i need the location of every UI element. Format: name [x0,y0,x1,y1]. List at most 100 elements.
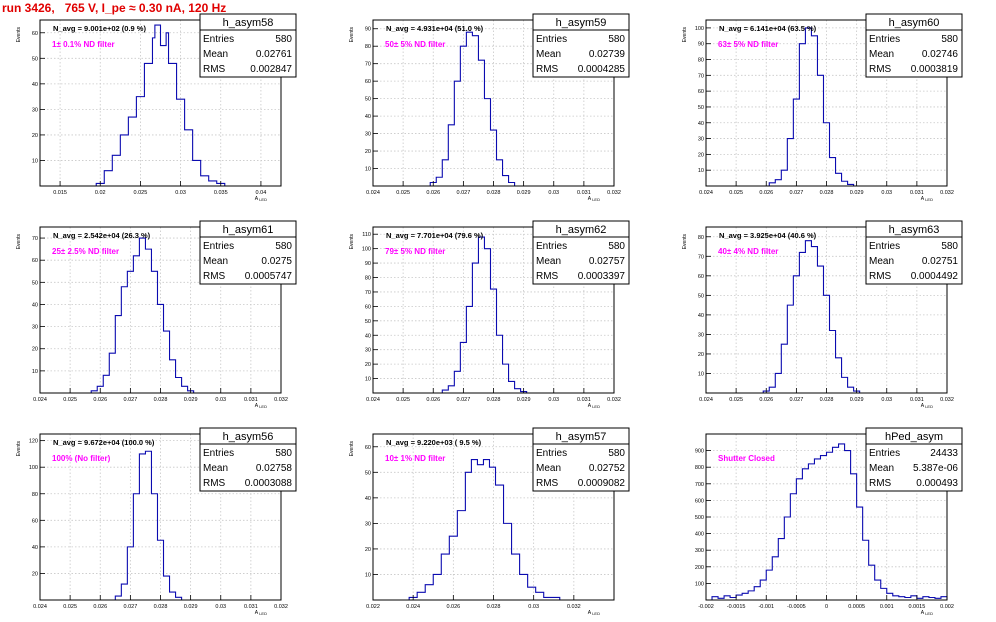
stats-box [865,220,963,285]
histogram-bin [478,237,484,393]
histogram-series [768,27,855,186]
histogram-bin [103,375,109,393]
y-tick-label: 60 [698,89,704,95]
y-tick-label: 80 [698,235,704,241]
x-tick-label: 0.024 [366,190,380,196]
histogram-bin [417,592,425,600]
histogram-bin [115,316,121,393]
y-tick-label: 600 [695,498,704,504]
stats-box [865,13,963,78]
stats-value-mean: 0.02739 [589,49,626,60]
histogram-bin [799,252,805,393]
y-tick-label: 40 [698,121,704,127]
y-tick-label: 100 [362,247,371,253]
x-tick-label: 0.0005 [848,604,865,610]
x-tick-label: 0.024 [699,190,713,196]
y-axis-label: Events [682,27,688,43]
x-axis-label: A LED [255,403,267,409]
stats-label-entries: Entries [203,241,234,252]
histogram-bin [185,130,193,186]
x-tick-label: 0.002 [940,604,954,610]
x-tick-label: 0 [825,604,828,610]
x-axis-label: A LED [255,196,267,202]
y-tick-label: 60 [365,304,371,310]
x-tick-label: 0.03 [528,604,539,610]
y-tick-label: 110 [362,232,371,238]
histogram-bin [477,465,483,600]
x-tick-label: 0.03 [215,604,226,610]
y-tick-label: 50 [365,470,371,476]
x-tick-label: 0.035 [214,190,228,196]
navg-annotation: N_avg = 7.701e+04 (79.6 %) [386,231,484,240]
histogram-bin [820,456,826,600]
histogram-bin [442,160,448,186]
histogram-bin [164,331,170,393]
y-tick-label: 50 [32,56,38,62]
stats-value-mean: 0.02751 [922,256,959,267]
stats-value-mean: 0.02757 [589,256,626,267]
x-axis-label: A LED [588,403,600,409]
x-tick-label: 0.029 [517,190,531,196]
histogram-series [408,458,561,600]
plot-frame [39,19,282,187]
x-tick-label: 0.025 [729,397,743,403]
x-tick-label: 0.03 [881,190,892,196]
x-tick-label: 0.024 [699,397,713,403]
x-tick-label: 0.032 [274,604,288,610]
y-tick-label: 300 [695,548,704,554]
x-tick-label: -0.0005 [787,604,806,610]
stats-value-entries: 24433 [930,448,958,459]
histogram-series [711,443,948,600]
y-tick-label: 10 [698,371,704,377]
stats-label-rms: RMS [203,271,226,282]
y-tick-label: 80 [698,58,704,64]
y-tick-label: 50 [32,280,38,286]
histogram-bin [484,99,490,186]
stats-label-mean: Mean [203,256,228,267]
x-tick-label: 0.025 [63,604,77,610]
histogram-bin [778,539,784,600]
stats-value-entries: 580 [275,241,292,252]
x-tick-label: 0.026 [426,397,440,403]
stats-label-entries: Entries [203,448,234,459]
stats-value-entries: 580 [275,448,292,459]
x-tick-label: 0.024 [366,397,380,403]
histogram-bin [109,353,115,393]
stats-label-mean: Mean [536,463,561,474]
stats-box-title: h_asym63 [889,224,940,236]
histogram-bin [466,32,472,186]
histogram-bin [536,592,544,600]
stats-label-mean: Mean [536,49,561,60]
histogram-bin [814,459,820,600]
histogram-bin [454,371,460,393]
navg-annotation: N_avg = 6.141e+04 (63.5 %) [719,24,817,33]
histogram-bin [155,25,161,186]
y-tick-label: 70 [698,73,704,79]
y-tick-label: 100 [695,581,704,587]
y-tick-label: 20 [365,362,371,368]
y-tick-label: 50 [698,105,704,111]
stats-box-title: h_asym62 [556,224,607,236]
filter-label: 63± 5% ND filter [718,40,778,49]
x-tick-label: 0.026 [93,397,107,403]
histogram-bin [881,588,887,600]
y-axis-label: Events [16,27,22,43]
histogram-series [95,24,226,186]
x-axis-label: A LED [921,610,933,616]
y-tick-label: 30 [32,107,38,113]
x-tick-label: 0.027 [456,190,470,196]
histogram-bin [465,472,471,600]
histogram-bin [483,460,489,600]
stats-value-entries: 580 [941,34,958,45]
x-tick-label: 0.031 [577,190,591,196]
x-tick-label: 0.032 [940,397,954,403]
stats-box [199,220,297,285]
stats-value-entries: 580 [275,34,292,45]
y-tick-label: 30 [698,332,704,338]
histogram-bin [775,180,781,186]
y-tick-label: 40 [698,313,704,319]
histogram-bin [787,305,793,393]
y-tick-label: 80 [365,44,371,50]
stats-box [865,427,963,492]
histogram-bin [528,587,536,600]
